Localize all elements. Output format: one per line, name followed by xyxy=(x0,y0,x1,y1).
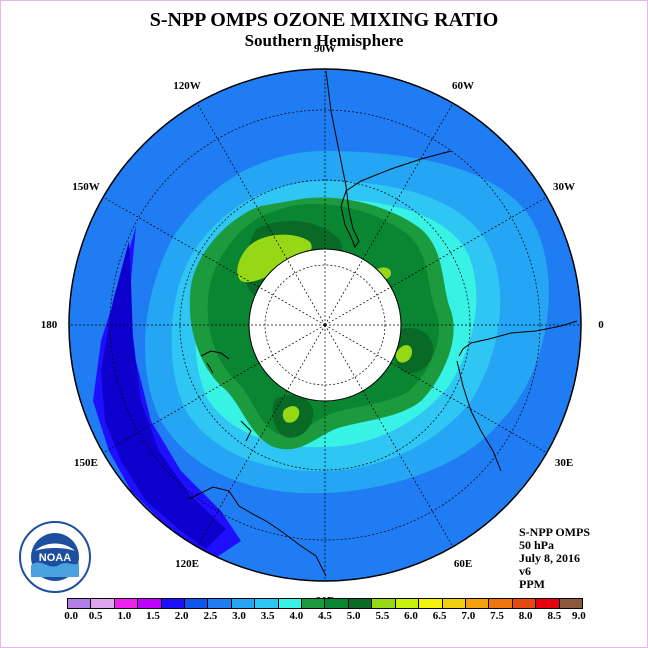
colorbar-tick-label: 2.0 xyxy=(174,610,189,622)
colorbar-tick-label: 7.0 xyxy=(461,610,476,622)
colorbar-segment xyxy=(231,599,256,608)
longitude-label: 30W xyxy=(553,181,576,193)
colorbar-tick-label: 5.5 xyxy=(375,610,390,622)
coastline-africa xyxy=(456,320,578,472)
map-info: S-NPP OMPS 50 hPa July 8, 2016 v6 PPM xyxy=(519,526,590,591)
field-high-south xyxy=(282,406,300,423)
colorbar-segment xyxy=(138,599,162,608)
colorbar-segment xyxy=(372,599,396,608)
colorbar-segment xyxy=(536,599,560,608)
longitude-label: 150E xyxy=(74,457,98,469)
map-title: S-NPP OMPS OZONE MIXING RATIO xyxy=(149,9,499,31)
colorbar-tick-label: 8.5 xyxy=(547,610,562,622)
colorbar-segment xyxy=(512,599,537,608)
colorbar-segment xyxy=(68,599,92,608)
noaa-logo-icon: NOAA xyxy=(19,521,91,593)
field-lowest-band xyxy=(101,241,226,549)
colorbar-tick-label: 5.0 xyxy=(346,610,361,622)
info-units: PPM xyxy=(519,577,545,591)
colorbar-tick-label: 0.0 xyxy=(64,610,78,622)
colorbar-segment xyxy=(395,599,420,608)
colorbar-segment xyxy=(161,599,186,608)
colorbar-tick-label: 1.0 xyxy=(117,610,132,622)
meridian-150e xyxy=(102,324,326,454)
info-version: v6 xyxy=(519,564,531,578)
colorbar-segment xyxy=(208,599,232,608)
colorbar-tick-label: 2.5 xyxy=(203,610,218,622)
meridian-30e xyxy=(324,324,548,454)
info-instrument: S-NPP OMPS xyxy=(519,525,590,539)
colorbar-tick-label: 4.0 xyxy=(289,610,304,622)
colorbar xyxy=(67,598,583,609)
colorbar-segment xyxy=(255,599,279,608)
longitude-label: 90W xyxy=(314,43,336,55)
colorbar-segment xyxy=(419,599,443,608)
longitude-label: 60E xyxy=(453,558,473,571)
colorbar-segment xyxy=(489,599,513,608)
colorbar-segment xyxy=(278,599,303,608)
meridian-120e xyxy=(196,324,326,548)
meridian-150w xyxy=(102,196,326,326)
map-border xyxy=(68,68,582,582)
longitude-label: 180 xyxy=(40,319,58,331)
coastline-australia xyxy=(188,420,327,577)
colorbar-tick-label: 8.0 xyxy=(518,610,533,622)
meridian-120w xyxy=(196,102,326,326)
longitude-label: 120E xyxy=(175,558,199,571)
longitude-label: 0 xyxy=(598,319,604,331)
colorbar-tick-label: 7.5 xyxy=(490,610,504,622)
map-subtitle: Southern Hemisphere xyxy=(244,31,404,50)
latitude-circle-30 xyxy=(109,109,541,541)
logo-text: NOAA xyxy=(39,552,71,564)
colorbar-segment xyxy=(442,599,466,608)
colorbar-tick-label: 3.0 xyxy=(232,610,246,622)
colorbar-segment xyxy=(185,599,209,608)
colorbar-segment xyxy=(325,599,349,608)
colorbar-tick-label: 0.5 xyxy=(88,610,103,622)
field-high-west xyxy=(237,234,312,283)
colorbar-tick-label: 4.5 xyxy=(318,610,332,622)
meridian-30w xyxy=(324,196,548,326)
colorbar-tick-label: 6.0 xyxy=(404,610,418,622)
longitude-label: 60W xyxy=(452,79,474,92)
colorbar-tick-label: 3.5 xyxy=(260,610,275,622)
colorbar-ticks: 0.0 0.5 1.0 1.5 2.0 2.5 3.0 3.5 4.0 4.5 5.0 5.5 6.0 6… xyxy=(64,610,586,624)
meridian-60w xyxy=(324,102,454,326)
colorbar-tick-label: 6.5 xyxy=(432,610,447,622)
longitude-label: 150W xyxy=(72,181,100,193)
colorbar-tick-label: 1.5 xyxy=(146,610,160,622)
colorbar-segment xyxy=(114,599,139,608)
colorbar-segment xyxy=(91,599,115,608)
colorbar-tick-label: 9.0 xyxy=(572,610,586,622)
colorbar-segment xyxy=(559,599,582,608)
info-date: July 8, 2016 xyxy=(519,551,581,565)
graticule xyxy=(69,69,581,581)
coastline-new-zealand xyxy=(200,350,230,374)
longitude-label: 120W xyxy=(173,79,201,92)
longitude-label: 30E xyxy=(554,457,574,469)
info-level: 50 hPa xyxy=(519,538,555,552)
colorbar-segment xyxy=(302,599,326,608)
colorbar-segment xyxy=(348,599,373,608)
meridian-60e xyxy=(324,324,454,548)
coastline-south-america xyxy=(325,70,452,249)
field-high-east xyxy=(395,345,413,363)
colorbar-segment xyxy=(465,599,490,608)
